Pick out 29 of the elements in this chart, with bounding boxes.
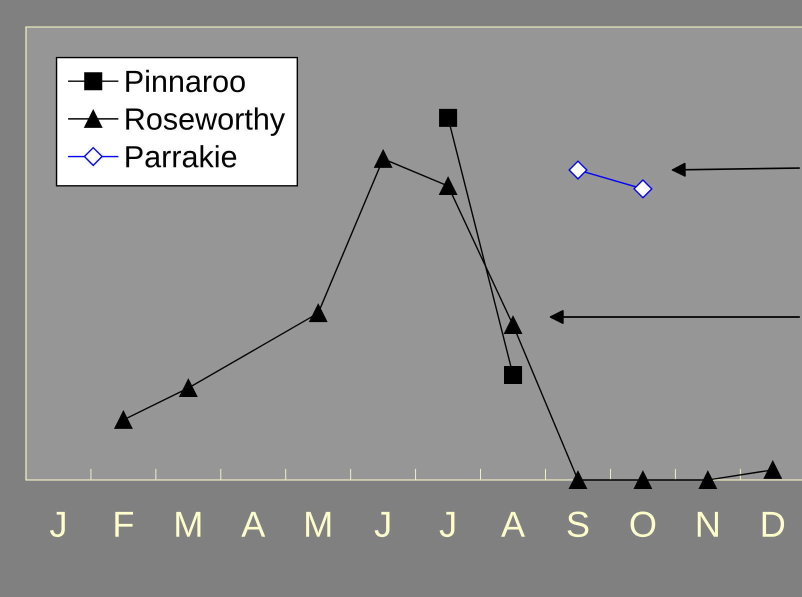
point	[504, 366, 522, 384]
x-tick-label: J	[50, 512, 65, 538]
x-tick-label: A	[241, 512, 266, 537]
x-tick-label: F	[115, 512, 133, 537]
x-tick-label: D	[762, 512, 784, 537]
point	[568, 160, 588, 180]
point	[634, 470, 652, 490]
x-tick-label: N	[698, 512, 718, 537]
point	[698, 470, 717, 490]
legend-label: Parrakie	[126, 145, 236, 168]
point	[568, 470, 587, 490]
x-tick-label: M	[306, 512, 330, 537]
x-tick-label: J	[440, 512, 454, 538]
legend-label: Pinnaroo	[126, 70, 245, 92]
x-tick-label: O	[630, 512, 656, 538]
point	[504, 316, 522, 334]
point	[309, 304, 328, 322]
x-tick-label: A	[501, 512, 525, 537]
point	[114, 410, 132, 429]
point	[764, 460, 782, 479]
point	[179, 378, 198, 398]
point	[439, 176, 458, 195]
x-tick-label: S	[568, 512, 588, 538]
point	[633, 179, 652, 198]
point	[439, 108, 458, 127]
legend-label: Roseworthy	[126, 107, 286, 136]
point	[374, 150, 392, 168]
x-tick-label: J	[374, 512, 390, 538]
x-tick-label: M	[176, 512, 200, 537]
